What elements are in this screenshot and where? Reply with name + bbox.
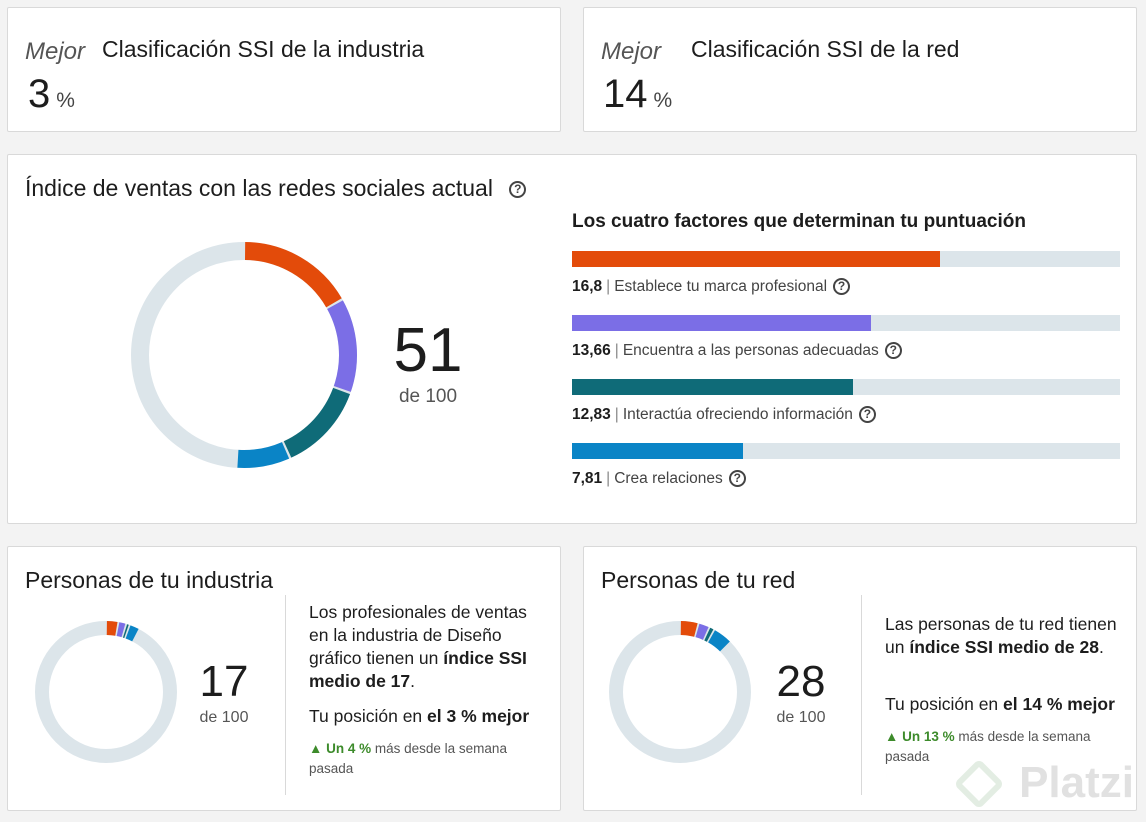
donut-segment [707, 630, 730, 652]
factor-value: 16,8 [572, 278, 603, 295]
factor-value: 7,81 [572, 470, 603, 487]
donut-segment [327, 300, 357, 392]
network-trend-text: más desde la semana pasada [885, 729, 1091, 764]
donut-segment [680, 621, 698, 637]
network-position: Tu posición en el 14 % mejor [885, 693, 1130, 716]
factor-label-row: 13,66 | Encuentra a las personas adecuadas… [572, 342, 902, 360]
ssi-card: Índice de ventas con las redes sociales … [7, 154, 1137, 524]
network-trend: ▲ Un 13 % más desde la semana pasada [885, 727, 1115, 767]
industry-desc-text: Los profesionales de ventas en la indust… [309, 602, 527, 668]
factor-bar-track [572, 379, 1120, 395]
ssi-title: Índice de ventas con las redes sociales … [25, 175, 493, 201]
network-desc-text: Las personas de tu red tienen un [885, 614, 1117, 657]
factor-bar-fill [572, 379, 854, 395]
ssi-title-row: Índice de ventas con las redes sociales … [25, 175, 527, 202]
donut-segment [237, 441, 290, 468]
factor-value: 13,66 [572, 342, 611, 359]
factor-label-row: 12,83 | Interactúa ofreciendo información? [572, 406, 876, 424]
industry-description: Los profesionales de ventas en la indust… [309, 601, 549, 693]
network-description: Las personas de tu red tienen un índice … [885, 613, 1125, 659]
factor-value: 12,83 [572, 406, 611, 423]
factor-bar-fill [572, 443, 743, 459]
network-position-text: Tu posición en [885, 694, 1004, 714]
help-icon[interactable]: ? [728, 470, 746, 488]
network-donut-segments [680, 621, 730, 652]
help-icon[interactable]: ? [858, 406, 876, 424]
factor-label-row: 7,81 | Crea relaciones? [572, 470, 746, 488]
industry-rank-value: 3% [28, 72, 75, 117]
factor-label: Crea relaciones [614, 470, 723, 487]
industry-rank-title: Clasificación SSI de la industria [102, 36, 425, 62]
donut-segment [695, 623, 709, 640]
network-score-out-of: de 100 [776, 709, 826, 726]
watermark-text: Platzi [1019, 758, 1134, 807]
industry-people-title: Personas de tu industria [25, 567, 274, 593]
network-rank-number: 14 [603, 72, 648, 116]
factor-label: Interactúa ofreciendo información [622, 406, 853, 423]
ssi-score: 51 [393, 316, 463, 385]
industry-donut-segments [106, 621, 139, 642]
factor-label-row: 16,8 | Establece tu marca profesional? [572, 278, 851, 296]
factor-bar-fill [572, 251, 941, 267]
network-desc-highlight: índice SSI medio de 28 [909, 637, 1099, 657]
network-desc-end: . [1098, 637, 1104, 657]
industry-rank-number: 3 [28, 72, 51, 116]
network-rank-unit: % [653, 89, 673, 112]
network-donut-track [609, 621, 751, 763]
donut-segment [283, 387, 351, 458]
factor-bar-fill [572, 315, 872, 331]
industry-people-card: Personas de tu industria 17 de 100 Los p… [7, 546, 561, 811]
industry-position-text: Tu posición en [309, 706, 428, 726]
industry-trend-up: ▲ Un 4 % [309, 741, 372, 756]
industry-desc-end: . [410, 671, 416, 691]
network-trend-up: ▲ Un 13 % [885, 729, 955, 744]
industry-donut-track [35, 621, 177, 763]
network-score: 28 [776, 657, 826, 706]
platzi-watermark: Platzi [953, 758, 1134, 810]
network-position-highlight: el 14 % mejor [1003, 694, 1115, 714]
industry-score-out-of: de 100 [199, 709, 249, 726]
factor-bar-track [572, 443, 1120, 459]
network-people-title: Personas de tu red [601, 567, 796, 593]
help-icon[interactable]: ? [884, 342, 902, 360]
network-donut [609, 621, 751, 763]
help-icon[interactable]: ? [509, 181, 527, 199]
industry-divider [285, 595, 286, 795]
industry-position-highlight: el 3 % mejor [427, 706, 530, 726]
donut-segment [704, 627, 714, 642]
industry-score: 17 [199, 657, 249, 706]
factor-separator: | [614, 406, 619, 423]
ssi-donut [131, 242, 357, 468]
factors-title: Los cuatro factores que determinan tu pu… [572, 211, 1026, 232]
factor-label: Establece tu marca profesional [614, 278, 828, 295]
industry-desc-highlight: índice SSI medio de 17 [309, 648, 527, 691]
network-rank-value: 14% [603, 72, 672, 117]
factor-bar-track [572, 251, 1120, 267]
ssi-donut-segments [237, 242, 357, 468]
donut-segment [106, 621, 118, 636]
ssi-score-out-of: de 100 [398, 386, 458, 407]
factor-separator: | [606, 278, 611, 295]
donut-segment [125, 625, 139, 642]
donut-segment [244, 242, 342, 308]
industry-rank-unit: % [56, 89, 75, 112]
network-people-card: Personas de tu red 28 de 100 Las persona… [583, 546, 1137, 811]
network-divider [861, 595, 862, 795]
help-icon[interactable]: ? [833, 278, 851, 296]
network-rank-title: Clasificación SSI de la red [691, 36, 960, 62]
industry-rank-qualifier: Mejor [25, 38, 86, 65]
industry-trend: ▲ Un 4 % más desde la semana pasada [309, 739, 549, 779]
network-rank-card: Mejor Clasificación SSI de la red 14% [583, 7, 1137, 132]
industry-trend-text: más desde la semana pasada [309, 741, 507, 776]
industry-position: Tu posición en el 3 % mejor [309, 705, 554, 728]
factor-separator: | [614, 342, 619, 359]
factor-separator: | [606, 470, 611, 487]
industry-donut [35, 621, 177, 763]
network-rank-qualifier: Mejor [601, 38, 662, 65]
donut-segment [116, 622, 126, 638]
industry-rank-card: Mejor Clasificación SSI de la industria … [7, 7, 561, 132]
factor-label: Encuentra a las personas adecuadas [622, 342, 879, 359]
factor-bar-track [572, 315, 1120, 331]
